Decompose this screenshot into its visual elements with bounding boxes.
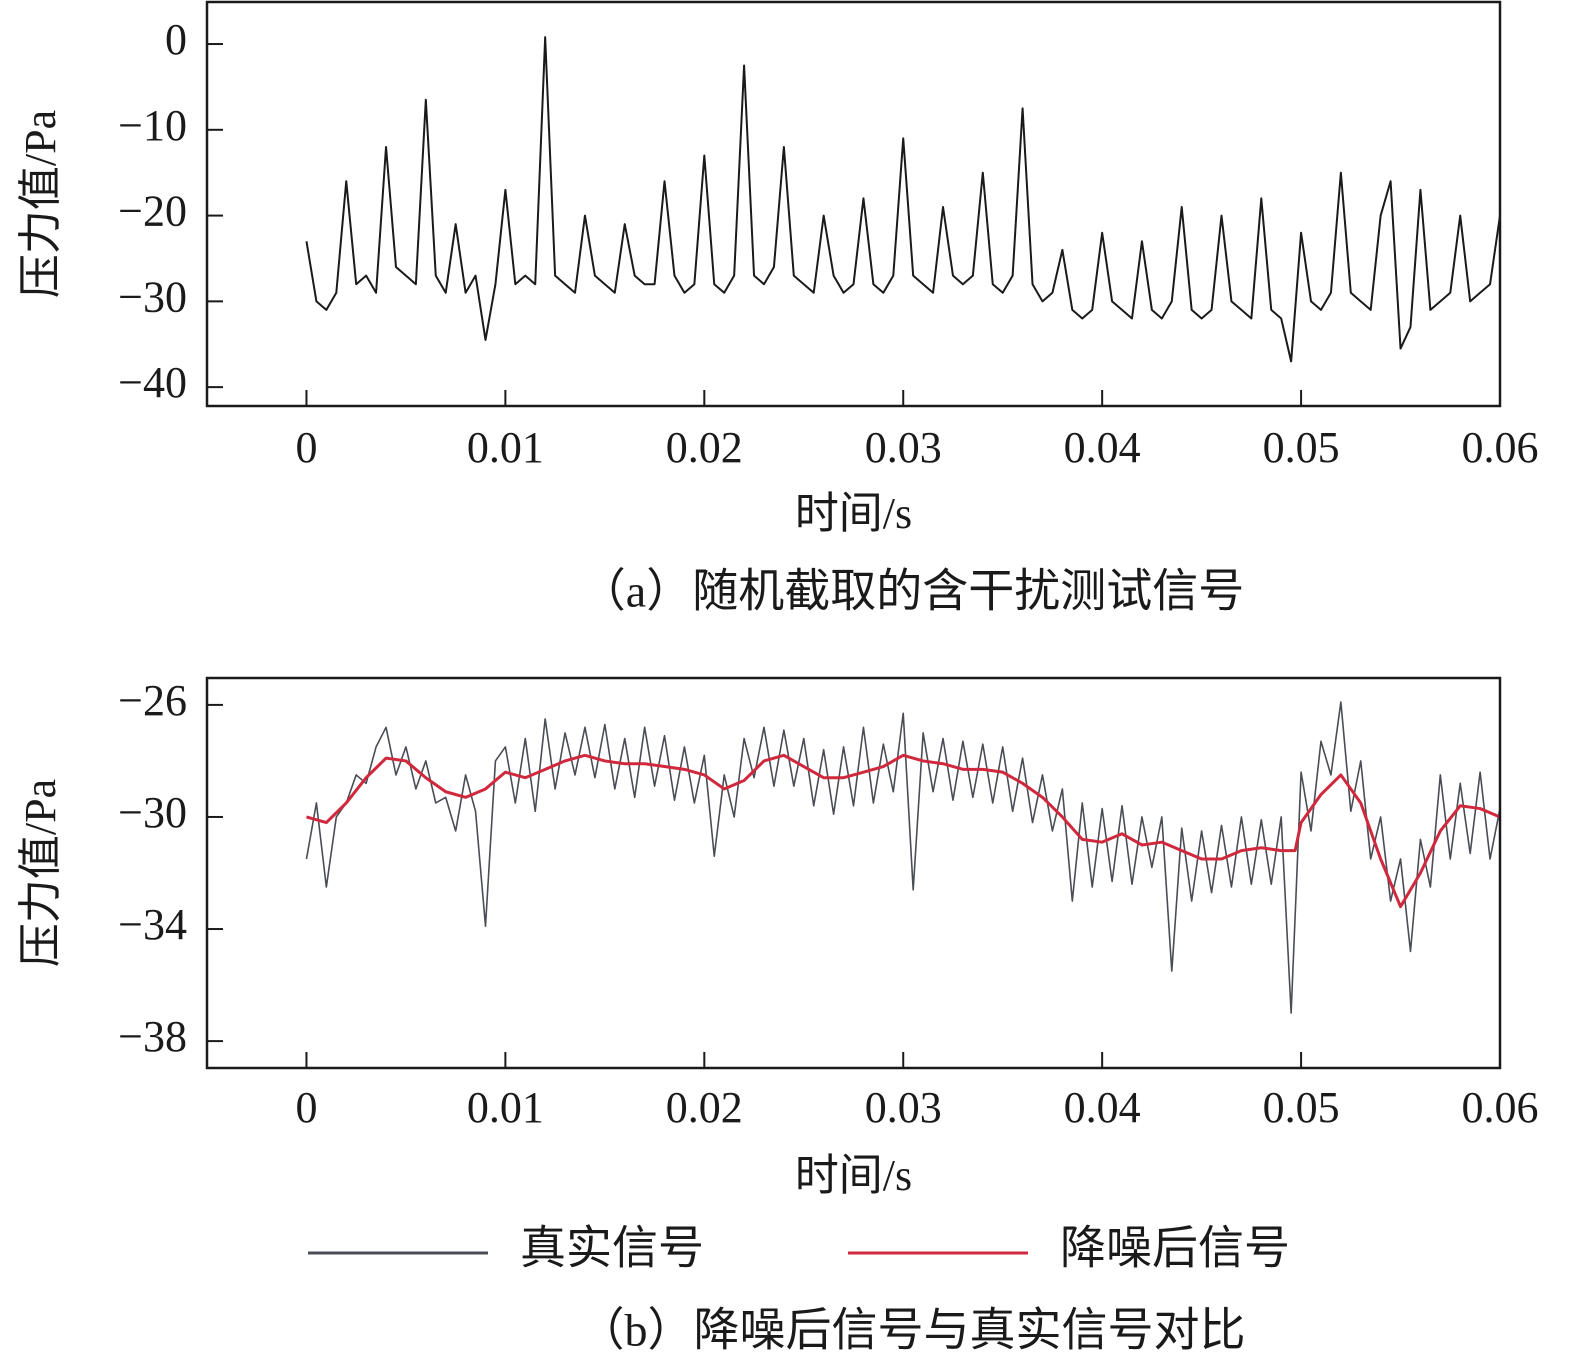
x-tick-label: 0.06 bbox=[1462, 423, 1539, 472]
y-tick-label: −30 bbox=[118, 272, 187, 321]
y-tick-label: −40 bbox=[118, 358, 187, 407]
signal-line bbox=[305, 701, 1501, 1014]
x-tick-label: 0.04 bbox=[1064, 1083, 1141, 1132]
y-axis-label: 压力值/Pa bbox=[16, 779, 65, 967]
x-tick-label: 0.04 bbox=[1064, 423, 1141, 472]
y-tick-label: −10 bbox=[118, 101, 187, 150]
x-tick-label: 0.05 bbox=[1263, 423, 1340, 472]
y-tick-label: −30 bbox=[118, 788, 187, 837]
x-tick-label: 0.01 bbox=[467, 1083, 544, 1132]
y-axis-label: 压力值/Pa bbox=[16, 110, 65, 298]
signal-line bbox=[306, 753, 1501, 909]
x-tick-label: 0.02 bbox=[666, 423, 743, 472]
x-tick-label: 0.06 bbox=[1462, 1083, 1539, 1132]
x-tick-label: 0.01 bbox=[467, 423, 544, 472]
y-tick-label: −26 bbox=[118, 676, 187, 725]
plot-frame bbox=[205, 0, 1502, 408]
y-tick-label: −38 bbox=[118, 1012, 187, 1061]
signal-line bbox=[305, 36, 1501, 363]
caption: （a）随机截取的含干扰测试信号 bbox=[580, 566, 1244, 617]
x-tick-label: 0.03 bbox=[865, 1083, 942, 1132]
x-tick-label: 0.02 bbox=[666, 1083, 743, 1132]
x-axis-label: 时间/s bbox=[795, 1151, 912, 1200]
x-tick-label: 0 bbox=[295, 1083, 317, 1132]
x-axis-label: 时间/s bbox=[795, 489, 912, 538]
x-tick-label: 0 bbox=[295, 423, 317, 472]
y-tick-label: 0 bbox=[165, 15, 187, 64]
x-tick-label: 0.03 bbox=[865, 423, 942, 472]
x-tick-label: 0.05 bbox=[1263, 1083, 1340, 1132]
y-tick-label: −20 bbox=[118, 187, 187, 236]
legend-label: 降噪后信号 bbox=[1060, 1223, 1290, 1274]
y-tick-label: −34 bbox=[118, 900, 187, 949]
plot-frame bbox=[205, 676, 1502, 1070]
legend-label: 真实信号 bbox=[520, 1223, 704, 1274]
caption: （b）降噪后信号与真实信号对比 bbox=[579, 1305, 1246, 1356]
